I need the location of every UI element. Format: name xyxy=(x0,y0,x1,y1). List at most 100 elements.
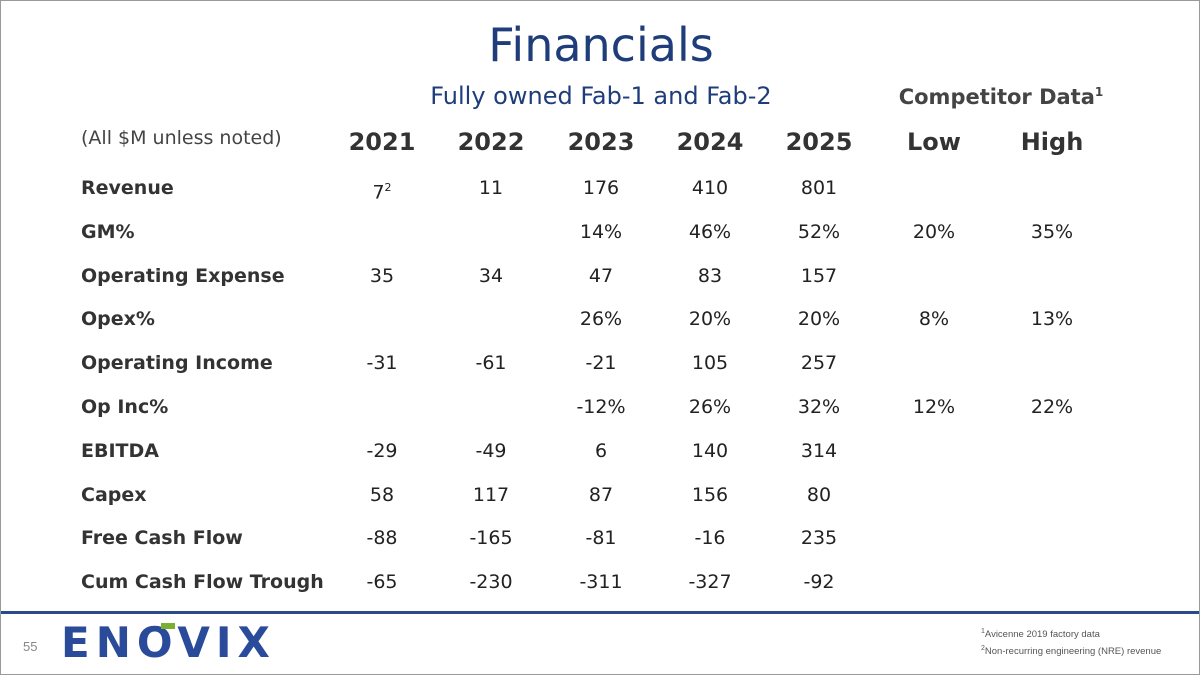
row-label: EBITDA xyxy=(81,439,159,462)
cell-value: 87 xyxy=(588,483,614,506)
page-number: 55 xyxy=(23,639,38,654)
table-cell: 11 xyxy=(436,173,546,203)
logo-green-accent xyxy=(161,623,175,629)
footnote-2-text: Non-recurring engineering (NRE) revenue xyxy=(984,646,1162,658)
footnote-1: 1Avicenne 2019 factory data xyxy=(981,625,1161,642)
table-row: Revenue 72 11 176 410 801 xyxy=(1,173,1200,203)
table-cell: 8% xyxy=(879,304,989,334)
table-cell: 410 xyxy=(655,173,765,203)
cell-value: 117 xyxy=(472,483,510,506)
cell-value: 8% xyxy=(918,308,950,331)
footnote-2-mark: 2 xyxy=(981,645,985,653)
column-header-2022: 2022 xyxy=(457,128,525,156)
cell-value: 157 xyxy=(800,264,838,287)
cell-value: 34 xyxy=(478,264,504,287)
table-cell: 6 xyxy=(546,436,656,466)
competitor-data-header: Competitor Data1 xyxy=(881,77,1121,112)
table-cell: 52% xyxy=(764,217,874,247)
logo-graphic: ENOVIX xyxy=(61,618,270,667)
cell-value: 35 xyxy=(369,264,395,287)
cell-value: -21 xyxy=(585,352,617,375)
table-row: Opex% 26% 20% 20% 8% 13% xyxy=(1,304,1200,334)
cell-value: -230 xyxy=(469,571,513,594)
footnotes: 1Avicenne 2019 factory data 2Non-recurri… xyxy=(981,625,1161,659)
table-cell: 58 xyxy=(327,480,437,510)
table-cell: 87 xyxy=(546,480,656,510)
cell-value: 52% xyxy=(797,220,841,243)
cell-value: -49 xyxy=(475,439,507,462)
table-cell: 12% xyxy=(879,392,989,422)
cell-value: 14% xyxy=(579,220,623,243)
table-cell: 35 xyxy=(327,261,437,291)
footer-divider xyxy=(1,611,1199,614)
table-cell: 47 xyxy=(546,261,656,291)
units-note: (All $M unless noted) xyxy=(81,127,282,149)
table-cell: 235 xyxy=(764,523,874,553)
cell-value: 235 xyxy=(800,527,838,550)
table-cell: 257 xyxy=(764,348,874,378)
row-label: Cum Cash Flow Trough xyxy=(81,571,324,594)
competitor-footnote-mark: 1 xyxy=(1094,85,1104,99)
cell-value: -12% xyxy=(576,396,626,418)
table-cell: 72 xyxy=(327,173,437,207)
enovix-logo: ENOVIX xyxy=(61,618,301,668)
table-cell: 34 xyxy=(436,261,546,291)
table-cell: -21 xyxy=(546,348,656,378)
table-cell: 801 xyxy=(764,173,874,203)
cell-value: -92 xyxy=(803,571,835,594)
table-cell: 20% xyxy=(655,304,765,334)
cell-value: -61 xyxy=(475,352,507,375)
column-header-high: High xyxy=(1020,128,1084,156)
cell-value: 58 xyxy=(369,483,395,506)
table-cell: 156 xyxy=(655,480,765,510)
cell-value: 26% xyxy=(688,396,732,418)
cell-value: 7 xyxy=(372,181,385,204)
table-row: Operating Expense 35 34 47 83 157 xyxy=(1,261,1200,291)
row-label: Revenue xyxy=(81,177,174,199)
row-label: Operating Expense xyxy=(81,264,285,287)
column-header-2021: 2021 xyxy=(348,128,416,156)
cell-value: 410 xyxy=(691,177,729,199)
table-cell: 83 xyxy=(655,261,765,291)
cell-value: 801 xyxy=(800,177,838,199)
cell-value: -29 xyxy=(366,439,398,462)
table-cell: 157 xyxy=(764,261,874,291)
table-cell: 26% xyxy=(655,392,765,422)
table-cell: 117 xyxy=(436,480,546,510)
cell-value: 140 xyxy=(691,439,729,462)
table-row: Free Cash Flow -88 -165 -81 -16 235 xyxy=(1,523,1200,553)
cell-value: 6 xyxy=(594,439,608,462)
table-row: GM% 14% 46% 52% 20% 35% xyxy=(1,217,1200,247)
table-cell: -165 xyxy=(436,523,546,553)
cell-value: 47 xyxy=(588,264,614,287)
table-cell: 314 xyxy=(764,436,874,466)
cell-value: -65 xyxy=(366,571,398,594)
table-cell: -61 xyxy=(436,348,546,378)
cell-value: 22% xyxy=(1030,396,1074,418)
cell-value: 105 xyxy=(691,352,729,375)
slide-subtitle: Fully owned Fab-1 and Fab-2 xyxy=(430,82,772,110)
table-cell: -31 xyxy=(327,348,437,378)
table-cell: -230 xyxy=(436,567,546,597)
cell-value: 32% xyxy=(797,396,841,418)
cell-value: -81 xyxy=(585,527,617,550)
table-cell: -81 xyxy=(546,523,656,553)
table-cell: 20% xyxy=(879,217,989,247)
cell-value: -311 xyxy=(579,571,623,594)
table-cell: 140 xyxy=(655,436,765,466)
table-cell: 22% xyxy=(997,392,1107,422)
table-cell: -12% xyxy=(546,392,656,422)
table-cell: -311 xyxy=(546,567,656,597)
cell-value: 83 xyxy=(697,264,723,287)
table-row: EBITDA -29 -49 6 140 314 xyxy=(1,436,1200,466)
row-label: Op Inc% xyxy=(81,396,169,418)
table-cell: 32% xyxy=(764,392,874,422)
table-row: Operating Income -31 -61 -21 105 257 xyxy=(1,348,1200,378)
row-label: Free Cash Flow xyxy=(81,527,243,550)
footnote-1-text: Avicenne 2019 factory data xyxy=(984,629,1100,641)
column-header-2024: 2024 xyxy=(676,128,744,156)
cell-value: -88 xyxy=(366,527,398,550)
table-row: Op Inc% -12% 26% 32% 12% 22% xyxy=(1,392,1200,422)
table-cell: -16 xyxy=(655,523,765,553)
cell-value: 314 xyxy=(800,439,838,462)
